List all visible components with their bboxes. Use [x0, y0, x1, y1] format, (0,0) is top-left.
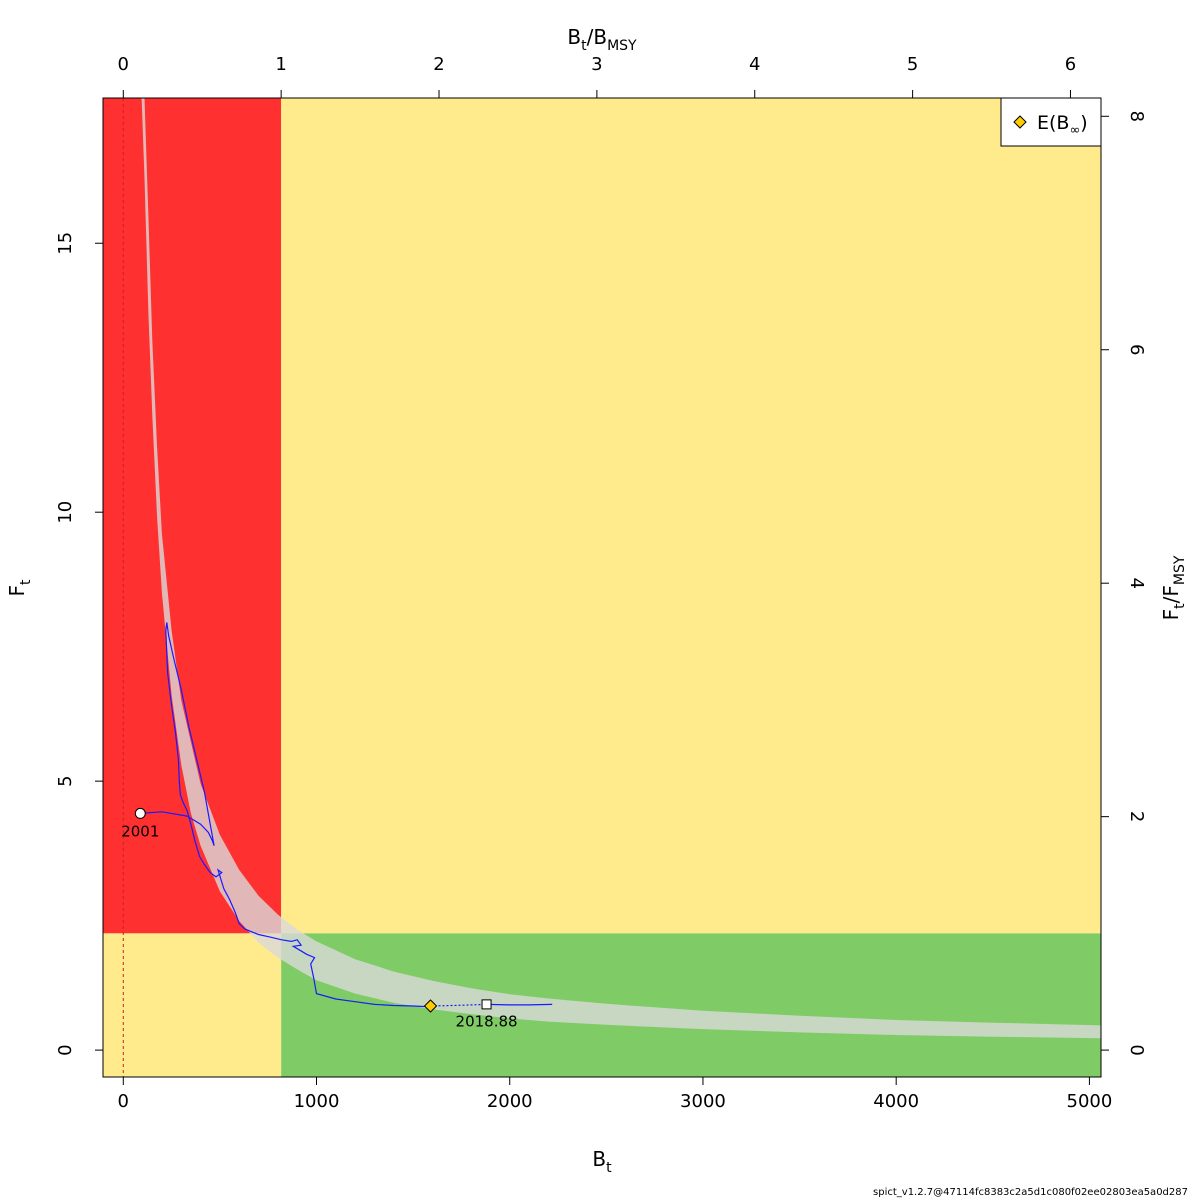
x-tick-label: 5000	[1067, 1091, 1113, 1112]
top-tick-label: 6	[1065, 54, 1076, 75]
biomass-fishing-trajectory	[140, 622, 431, 1008]
trajectory-group: 2001 2018.88	[121, 622, 553, 1030]
equilibrium-marker	[423, 999, 438, 1013]
x-tick-label: 0	[118, 1091, 129, 1112]
prediction-line	[430, 1003, 487, 1007]
top-tick-label: 4	[749, 54, 760, 75]
x-tick-label: 1000	[294, 1091, 340, 1112]
end-year-label: 2018.88	[456, 1012, 518, 1030]
x-axis-title: Bt	[592, 1147, 612, 1176]
right-axis-title: Ft/FMSY	[1159, 555, 1188, 620]
status-zones	[103, 98, 1101, 1077]
x-tick-label: 4000	[873, 1091, 919, 1112]
right-tick-label: 2	[1126, 811, 1147, 822]
right-tick-label: 4	[1126, 577, 1147, 588]
right-tick-label: 8	[1126, 111, 1147, 122]
axes: 0 1000 2000 3000 4000 5000 0 5 10 15 0 1 2 3 4 5 6 0 2 4 6 8	[55, 54, 1147, 1112]
version-footer: spict_v1.2.7@47114fc8383c2a5d1c080f02ee0…	[873, 1187, 1188, 1198]
projection-line	[486, 1003, 553, 1006]
start-year-label: 2001	[121, 822, 159, 840]
zone-overfishing	[281, 98, 1101, 934]
y-tick-label: 5	[55, 775, 76, 786]
top-tick-label: 0	[118, 54, 129, 75]
x-tick-label: 3000	[680, 1091, 726, 1112]
right-tick-label: 6	[1126, 344, 1147, 355]
zone-overfished	[103, 933, 282, 1077]
legend-label: E(B∞)	[1037, 112, 1088, 138]
y-tick-label: 0	[55, 1044, 76, 1055]
y-axis-title: Ft	[5, 579, 34, 597]
top-tick-label: 3	[591, 54, 602, 75]
y-tick-label: 15	[55, 232, 76, 255]
top-tick-label: 1	[275, 54, 286, 75]
top-tick-label: 5	[907, 54, 918, 75]
right-tick-label: 0	[1126, 1044, 1147, 1055]
top-axis-title: Bt/BMSY	[567, 25, 637, 54]
legend: E(B∞)	[1000, 97, 1102, 147]
end-point-marker	[481, 999, 492, 1010]
y-tick-label: 10	[55, 501, 76, 524]
plot-frame	[102, 97, 1102, 1078]
x-tick-label: 2000	[487, 1091, 533, 1112]
start-point-marker	[134, 807, 146, 819]
legend-diamond-icon	[1013, 115, 1027, 129]
top-tick-label: 2	[433, 54, 444, 75]
